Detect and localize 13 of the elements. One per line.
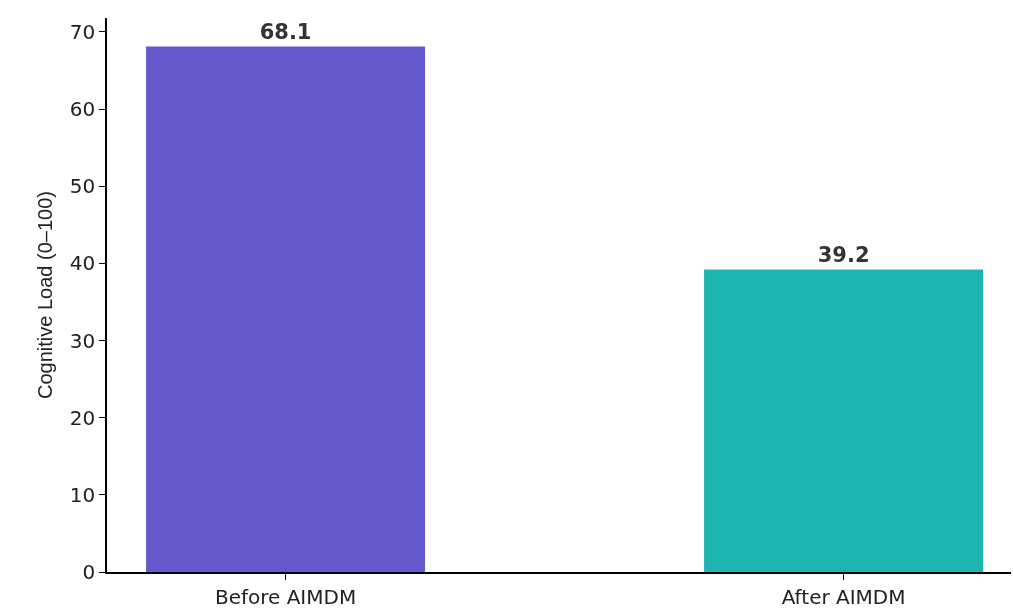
- y-tick-label: 10: [69, 482, 96, 507]
- x-tick-label: Before AIMDM: [214, 584, 357, 609]
- data-label: 39.2: [817, 242, 870, 267]
- y-axis-title: Cognitive Load (0–100): [33, 191, 56, 399]
- y-tick-label: 20: [69, 405, 96, 430]
- data-label: 68.1: [259, 19, 312, 44]
- y-tick-label: 30: [69, 328, 96, 353]
- y-tick-label: 40: [69, 251, 96, 276]
- y-tick-label: 50: [69, 174, 96, 199]
- y-tick-label: 70: [69, 19, 96, 44]
- y-tick-label: 60: [69, 97, 96, 122]
- y-tick-label: 0: [82, 560, 96, 584]
- x-tick-label: After AIMDM: [781, 584, 906, 609]
